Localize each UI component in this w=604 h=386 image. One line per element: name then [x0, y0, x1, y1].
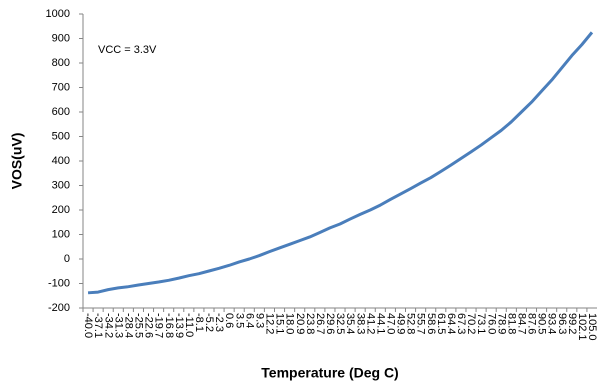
y-tick-label: 600 — [52, 106, 70, 118]
y-tick-label: 300 — [52, 179, 70, 191]
y-tick-label: 700 — [52, 81, 70, 93]
x-tick-label: 26.7 — [314, 313, 326, 334]
x-tick-label: 23.8 — [304, 313, 316, 334]
x-tick-label: 84.7 — [516, 313, 528, 334]
y-tick-label: 900 — [52, 32, 70, 44]
x-tick-label: 64.4 — [445, 313, 457, 334]
x-tick-label: 49.9 — [395, 313, 407, 334]
x-tick-label: 41.2 — [364, 313, 376, 334]
y-tick-label: 200 — [52, 204, 70, 216]
x-tick-label: 15.1 — [274, 313, 286, 334]
y-tick-label: 800 — [52, 57, 70, 69]
y-tick-label: 400 — [52, 155, 70, 167]
x-axis-title: Temperature (Deg C) — [261, 365, 398, 381]
x-tick-label: 61.5 — [435, 313, 447, 334]
x-tick-label: 99.2 — [566, 313, 578, 334]
x-tick-label: 102.1 — [576, 313, 588, 341]
y-tick-label: 500 — [52, 130, 70, 142]
x-tick-label: 20.9 — [294, 313, 306, 334]
x-tick-label: 105.0 — [586, 313, 598, 341]
x-tick-label: -8.1 — [193, 313, 205, 332]
data-line — [87, 31, 594, 295]
x-tick-label: -40.0 — [82, 313, 94, 338]
x-tick-label: -11.0 — [183, 313, 195, 337]
x-tick-label: 52.8 — [405, 313, 417, 334]
y-tick-label: 1000 — [46, 8, 70, 20]
y-tick-label: -200 — [48, 302, 70, 314]
y-tick-label: 100 — [52, 228, 70, 240]
x-tick-label: 67.3 — [455, 313, 467, 334]
x-tick-label: -25.5 — [133, 313, 145, 338]
x-tick-label: 29.6 — [324, 313, 336, 334]
x-tick-label: 9.3 — [253, 313, 265, 328]
x-tick-label: 90.5 — [536, 313, 548, 334]
x-tick-label: 78.9 — [495, 313, 507, 334]
x-tick-label: 38.3 — [354, 313, 366, 334]
x-tick-label: 0.6 — [223, 313, 235, 328]
x-tick-label: 58.6 — [425, 313, 437, 334]
x-tick-label: -19.7 — [153, 313, 165, 338]
x-tick-label: 3.5 — [233, 313, 245, 328]
y-tick-label: 0 — [64, 253, 70, 265]
x-tick-label: -5.2 — [203, 313, 215, 332]
x-tick-label: 70.2 — [465, 313, 477, 334]
x-tick-label: 35.4 — [344, 313, 356, 334]
x-tick-label: -37.1 — [92, 313, 104, 338]
x-tick-label: -34.2 — [102, 313, 114, 338]
x-tick-label: 47.0 — [384, 313, 396, 334]
x-tick-label: -2.3 — [213, 313, 225, 332]
x-tick-label: 6.4 — [243, 313, 255, 328]
x-tick-label: -22.6 — [143, 313, 155, 338]
x-tick-label: 55.7 — [415, 313, 427, 334]
x-tick-label: 73.1 — [475, 313, 487, 334]
x-tick-label: 96.3 — [556, 313, 568, 334]
x-tick-label: 81.8 — [505, 313, 517, 334]
x-tick-label: -13.9 — [173, 313, 185, 338]
x-tick-label: 44.1 — [374, 313, 386, 334]
x-tick-label: -31.3 — [112, 313, 124, 338]
x-tick-label: -28.4 — [122, 313, 134, 338]
x-tick-label: 93.4 — [546, 313, 558, 334]
x-tick-label: 18.0 — [284, 313, 296, 334]
annotation: VCC = 3.3V — [98, 44, 157, 56]
x-tick-label: 12.2 — [264, 313, 276, 334]
x-tick-label: 32.5 — [334, 313, 346, 334]
y-tick-label: -100 — [48, 277, 70, 289]
y-axis-title: VOS(uV) — [9, 133, 25, 190]
x-tick-label: 76.0 — [485, 313, 497, 334]
x-tick-label: 87.6 — [526, 313, 538, 334]
x-tick-label: -16.8 — [163, 313, 175, 338]
